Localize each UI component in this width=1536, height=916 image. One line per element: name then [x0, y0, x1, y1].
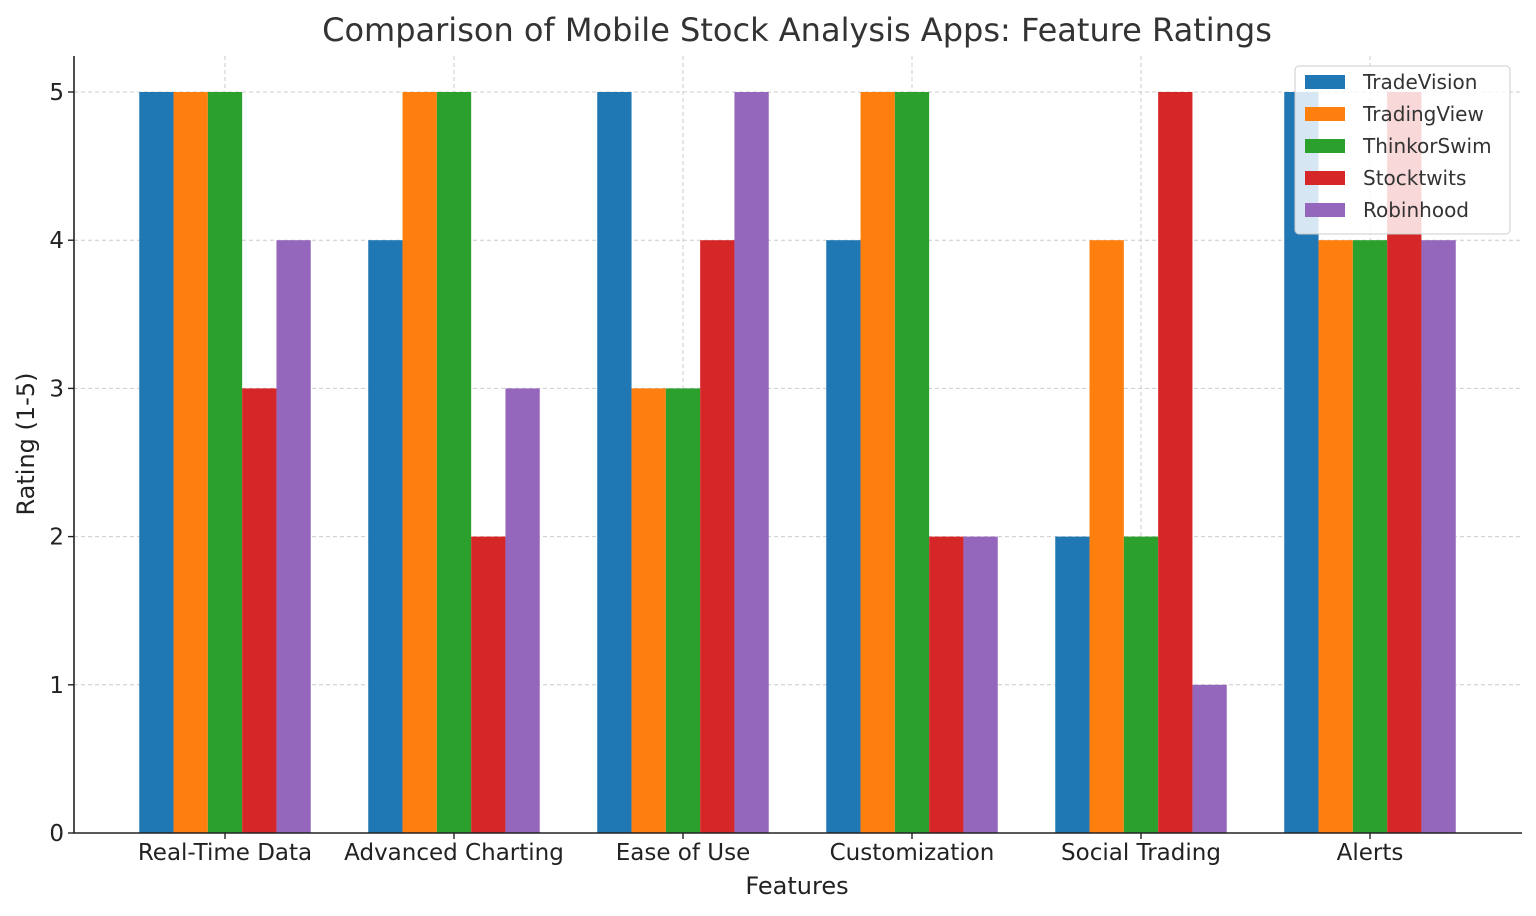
- legend-box: [1294, 65, 1511, 235]
- bar: [173, 92, 208, 833]
- bar: [1352, 240, 1388, 833]
- bar: [1421, 240, 1456, 833]
- bar: [963, 536, 998, 833]
- bar: [276, 240, 311, 833]
- legend-swatch: [1305, 203, 1345, 217]
- legend-label: TradeVision: [1362, 70, 1477, 94]
- x-tick-labels: Real-Time Data Advanced Charting Ease of U…: [138, 833, 1404, 866]
- bar: [402, 92, 437, 833]
- bar: [1192, 684, 1227, 833]
- x-tick-label: Advanced Charting: [344, 840, 564, 866]
- bar: [1123, 536, 1159, 833]
- x-tick-label: Real-Time Data: [138, 840, 312, 866]
- bar: [368, 240, 403, 833]
- bar: [471, 536, 506, 833]
- bar: [242, 388, 277, 833]
- chart-title: Comparison of Mobile Stock Analysis Apps…: [322, 11, 1272, 49]
- bar: [860, 92, 895, 833]
- legend-swatch: [1305, 139, 1345, 153]
- y-tick-labels: 0 1 2 3 4 5: [49, 80, 74, 847]
- bar: [1318, 240, 1353, 833]
- bar: [597, 92, 632, 833]
- y-tick-label: 4: [49, 228, 64, 254]
- legend-label: TradingView: [1362, 102, 1484, 126]
- x-axis-label: Features: [745, 872, 848, 900]
- x-tick-label: Social Trading: [1061, 840, 1221, 866]
- y-tick-label: 2: [49, 525, 64, 551]
- bar: [894, 92, 930, 833]
- y-tick-label: 0: [49, 821, 64, 847]
- bar: [826, 240, 861, 833]
- bar: [505, 388, 540, 833]
- legend-swatch: [1305, 75, 1345, 89]
- bar: [929, 536, 964, 833]
- bar: [665, 388, 701, 833]
- legend-label: ThinkorSwim: [1362, 134, 1492, 158]
- bar: [631, 388, 666, 833]
- x-tick-label: Customization: [830, 840, 995, 866]
- y-tick-label: 1: [49, 673, 64, 699]
- bar: [700, 240, 735, 833]
- legend-label: Stocktwits: [1363, 166, 1466, 190]
- bar: [1158, 92, 1193, 833]
- legend: TradeVision TradingView ThinkorSwim Stocktw…: [1294, 65, 1511, 235]
- legend-swatch: [1305, 171, 1345, 185]
- x-tick-label: Alerts: [1337, 840, 1404, 866]
- bar: [436, 92, 472, 833]
- bar: [1055, 536, 1090, 833]
- legend-swatch: [1305, 107, 1345, 121]
- bar: [139, 92, 174, 833]
- bar: [207, 92, 243, 833]
- bar: [1089, 240, 1124, 833]
- x-tick-label: Ease of Use: [616, 840, 751, 866]
- bars: [139, 92, 1456, 833]
- legend-label: Robinhood: [1363, 198, 1469, 222]
- bar: [734, 92, 769, 833]
- y-tick-label: 5: [49, 80, 64, 106]
- y-tick-label: 3: [49, 376, 64, 402]
- y-axis-label: Rating (1-5): [12, 373, 40, 516]
